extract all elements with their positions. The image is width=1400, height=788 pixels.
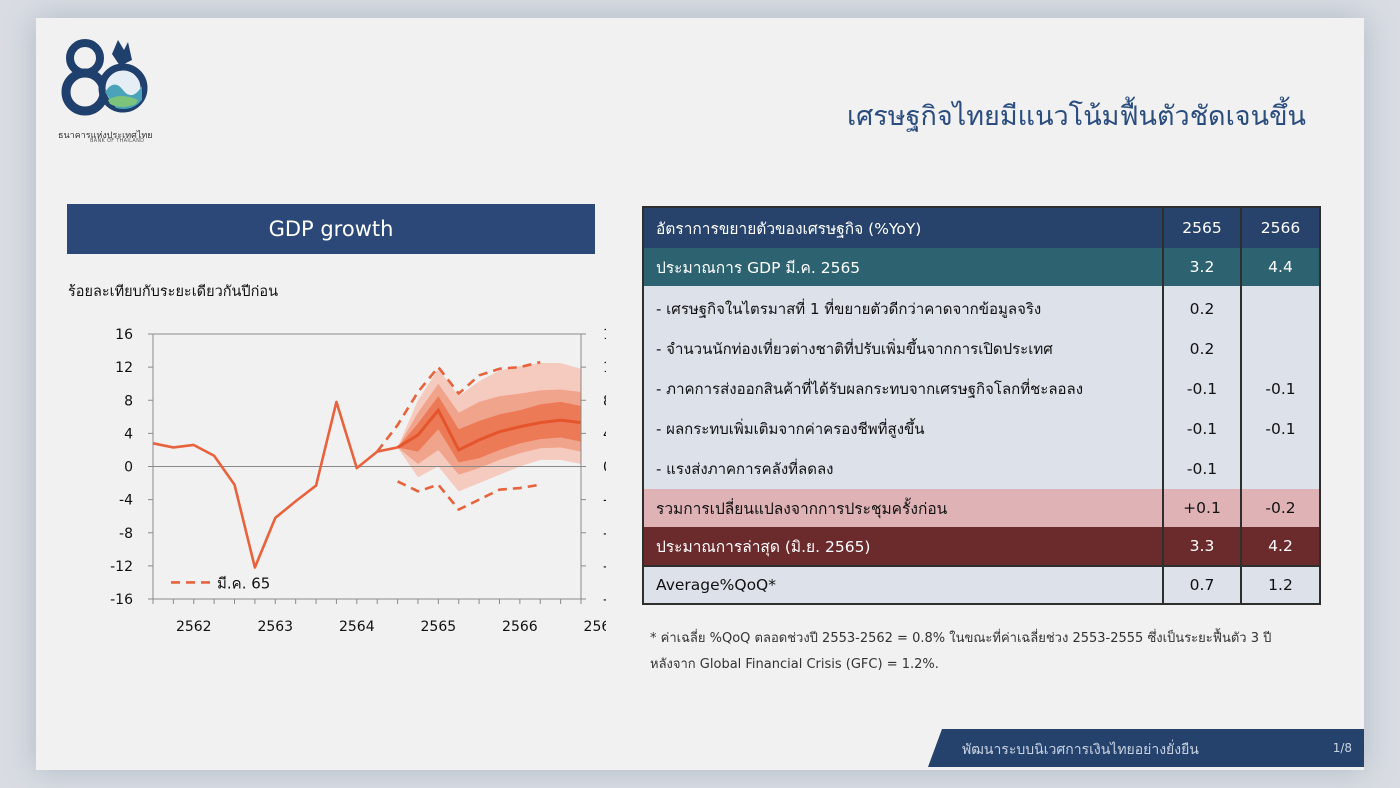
adjustment-label: - จำนวนนักท่องเที่ยวต่างชาติที่ปรับเพิ่ม… [643,329,1163,369]
y-axis-label: ร้อยละเทียบกับระยะเดียวกันปีก่อน [68,283,278,300]
gdp-actual-line [152,400,398,569]
fan-median-line [396,407,582,452]
latest-forecast-2565: 3.3 [1162,527,1241,566]
slide: ธนาคารแห่งประเทศไทย BANK OF THAILAND เศร… [36,18,1364,770]
y-tick-label-left: -16 [110,592,133,608]
logo-text-th: ธนาคารแห่งประเทศไทย [58,131,153,141]
base-forecast-2565: 3.2 [1162,248,1241,286]
y-tick-label-right: -4 [603,493,606,509]
base-forecast-2566: 4.4 [1240,248,1320,286]
legend-label: มี.ค. 65 [217,574,270,592]
adjustment-2566 [1240,329,1320,369]
adjustment-2565: -0.1 [1162,409,1241,449]
adjustment-2565: 0.2 [1162,329,1241,369]
total-change-2566: -0.2 [1240,489,1320,527]
gdp-forecast-contribution-table: อัตราการขยายตัวของเศรษฐกิจ (%YoY) 2565 2… [642,206,1321,605]
y-tick-label-right: 16 [603,327,606,343]
x-tick-label: 2567 [584,619,606,634]
total-change-row: รวมการเปลี่ยนแปลงจากการประชุมครั้งก่อน +… [643,489,1320,527]
y-tick-label-right: -16 [603,592,606,608]
adjustment-2565: -0.1 [1162,369,1241,409]
latest-forecast-row: ประมาณการล่าสุด (มิ.ย. 2565) 3.3 4.2 [643,527,1320,566]
header-year-2566: 2566 [1240,207,1320,248]
adjustment-row: - ภาคการส่งออกสินค้าที่ได้รับผลกระทบจากเ… [643,369,1320,409]
logo-text-en: BANK OF THAILAND [90,138,145,144]
base-forecast-label: ประมาณการ GDP มี.ค. 2565 [643,248,1163,286]
gdp-chart-header: GDP growth [67,204,595,254]
adjustment-row: - เศรษฐกิจในไตรมาสที่ 1 ที่ขยายตัวดีกว่า… [643,286,1320,329]
x-tick-label: 2566 [502,619,538,634]
y-tick-label-right: -12 [603,559,606,575]
latest-forecast-2566: 4.2 [1240,527,1320,566]
adjustment-row: - แรงส่งภาคการคลังที่ลดลง -0.1 [643,449,1320,489]
adjustment-2566: -0.1 [1240,409,1320,449]
bot-80-logo: ธนาคารแห่งประเทศไทย BANK OF THAILAND [50,30,160,144]
y-tick-label-left: -4 [119,493,133,509]
y-tick-label-left: 8 [124,393,133,409]
latest-forecast-label: ประมาณการล่าสุด (มิ.ย. 2565) [643,527,1163,566]
footnote-line-2: หลังจาก Global Financial Crisis (GFC) = … [650,657,939,672]
adjustment-2566 [1240,449,1320,489]
average-qoq-2565: 0.7 [1162,565,1241,604]
fan-band-30 [397,396,581,463]
average-qoq-row: Average%QoQ* 0.7 1.2 [643,565,1320,604]
adjustment-row: - ผลกระทบเพิ่มเติมจากค่าครองชีพที่สูงขึ้… [643,409,1320,449]
march-forecast-lower-line [397,480,541,512]
average-qoq-label: Average%QoQ* [643,565,1163,604]
adjustment-2566 [1240,286,1320,329]
adjustment-label: - ผลกระทบเพิ่มเติมจากค่าครองชีพที่สูงขึ้… [643,409,1163,449]
y-tick-label-left: 0 [124,460,133,476]
adjustment-label: - เศรษฐกิจในไตรมาสที่ 1 ที่ขยายตัวดีกว่า… [643,286,1163,329]
y-tick-label-right: 0 [603,460,606,476]
slide-title: เศรษฐกิจไทยมีแนวโน้มฟื้นตัวชัดเจนขึ้น [846,101,1306,132]
header-year-2565: 2565 [1162,207,1241,248]
march-forecast-upper-line [376,360,541,453]
x-tick-label: 2562 [176,619,212,634]
adjustment-2565: -0.1 [1162,449,1241,489]
y-tick-label-right: -8 [603,526,606,542]
footnote-line-1: * ค่าเฉลี่ย %QoQ ตลอดช่วงปี 2553-2562 = … [650,631,1272,646]
footer-bar: พัฒนาระบบนิเวศการเงินไทยอย่างยั่งยืน 1/8 [928,729,1364,767]
adjustment-label: - ภาคการส่งออกสินค้าที่ได้รับผลกระทบจากเ… [643,369,1163,409]
x-tick-label: 2564 [339,619,375,634]
total-change-label: รวมการเปลี่ยนแปลงจากการประชุมครั้งก่อน [643,489,1163,527]
x-tick-label: 2563 [257,619,293,634]
footnote: * ค่าเฉลี่ย %QoQ ตลอดช่วงปี 2553-2562 = … [650,626,1310,678]
header-label: อัตราการขยายตัวของเศรษฐกิจ (%YoY) [643,207,1163,248]
y-tick-label-left: 12 [115,360,133,376]
y-tick-label-left: -8 [119,526,133,542]
footer-text: พัฒนาระบบนิเวศการเงินไทยอย่างยั่งยืน [962,742,1199,758]
adjustment-2565: 0.2 [1162,286,1241,329]
x-tick-label: 2565 [421,619,457,634]
base-forecast-row: ประมาณการ GDP มี.ค. 2565 3.2 4.4 [643,248,1320,286]
total-change-2565: +0.1 [1162,489,1241,527]
y-tick-label-right: 12 [603,360,606,376]
adjustment-2566: -0.1 [1240,369,1320,409]
average-qoq-2566: 1.2 [1240,565,1320,604]
y-tick-label-left: 16 [115,327,133,343]
y-tick-label-left: 4 [124,426,133,442]
logo-emblem-icon [61,39,148,116]
page-number: 1/8 [1332,741,1352,755]
adjustment-row: - จำนวนนักท่องเที่ยวต่างชาติที่ปรับเพิ่ม… [643,329,1320,369]
gdp-growth-chart: ร้อยละเทียบกับระยะเดียวกันปีก่อน 16 12 8 4 0… [68,283,606,634]
y-tick-label-right: 4 [603,426,606,442]
y-tick-label-left: -12 [110,559,133,575]
y-tick-label-right: 8 [603,393,606,409]
adjustment-label: - แรงส่งภาคการคลังที่ลดลง [643,449,1163,489]
table-header-row: อัตราการขยายตัวของเศรษฐกิจ (%YoY) 2565 2… [643,207,1320,248]
